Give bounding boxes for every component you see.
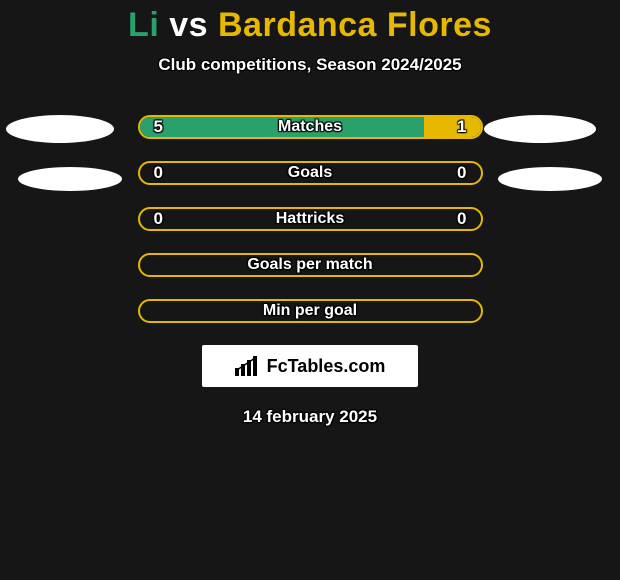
player2-name: Bardanca Flores xyxy=(218,6,492,44)
subtitle: Club competitions, Season 2024/2025 xyxy=(0,55,620,75)
watermark: FcTables.com xyxy=(202,345,418,387)
comparison-infographic: Li vs Bardanca Flores Club competitions,… xyxy=(0,0,620,580)
stat-row: Goals per match xyxy=(138,253,483,277)
stat-row: Min per goal xyxy=(138,299,483,323)
decorative-ellipse xyxy=(484,115,596,143)
stat-label: Matches xyxy=(278,118,342,136)
stat-label: Min per goal xyxy=(263,302,357,320)
stat-label: Hattricks xyxy=(276,210,344,228)
stat-value-player1: 0 xyxy=(154,209,163,229)
stat-row: 0 0 Goals xyxy=(138,161,483,185)
stats-area: 5 1 Matches 0 0 Goals 0 0 Hattricks Goals per mat… xyxy=(0,115,620,323)
watermark-text: FcTables.com xyxy=(267,356,386,377)
stat-label: Goals xyxy=(288,164,332,182)
decorative-ellipse xyxy=(498,167,602,191)
stat-value-player2: 0 xyxy=(457,163,466,183)
stat-row: 5 1 Matches xyxy=(138,115,483,139)
decorative-ellipse xyxy=(18,167,122,191)
bar-fill-player2 xyxy=(424,117,481,137)
decorative-ellipse xyxy=(6,115,114,143)
stat-value-player1: 5 xyxy=(154,117,163,137)
page-title: Li vs Bardanca Flores xyxy=(0,6,620,45)
stat-row: 0 0 Hattricks xyxy=(138,207,483,231)
stat-value-player2: 0 xyxy=(457,209,466,229)
stat-label: Goals per match xyxy=(247,256,372,274)
player1-name: Li xyxy=(128,6,159,44)
bars-chart-icon xyxy=(235,356,261,376)
date: 14 february 2025 xyxy=(0,407,620,427)
stat-value-player1: 0 xyxy=(154,163,163,183)
title-vs: vs xyxy=(169,6,208,44)
stat-value-player2: 1 xyxy=(457,117,466,137)
